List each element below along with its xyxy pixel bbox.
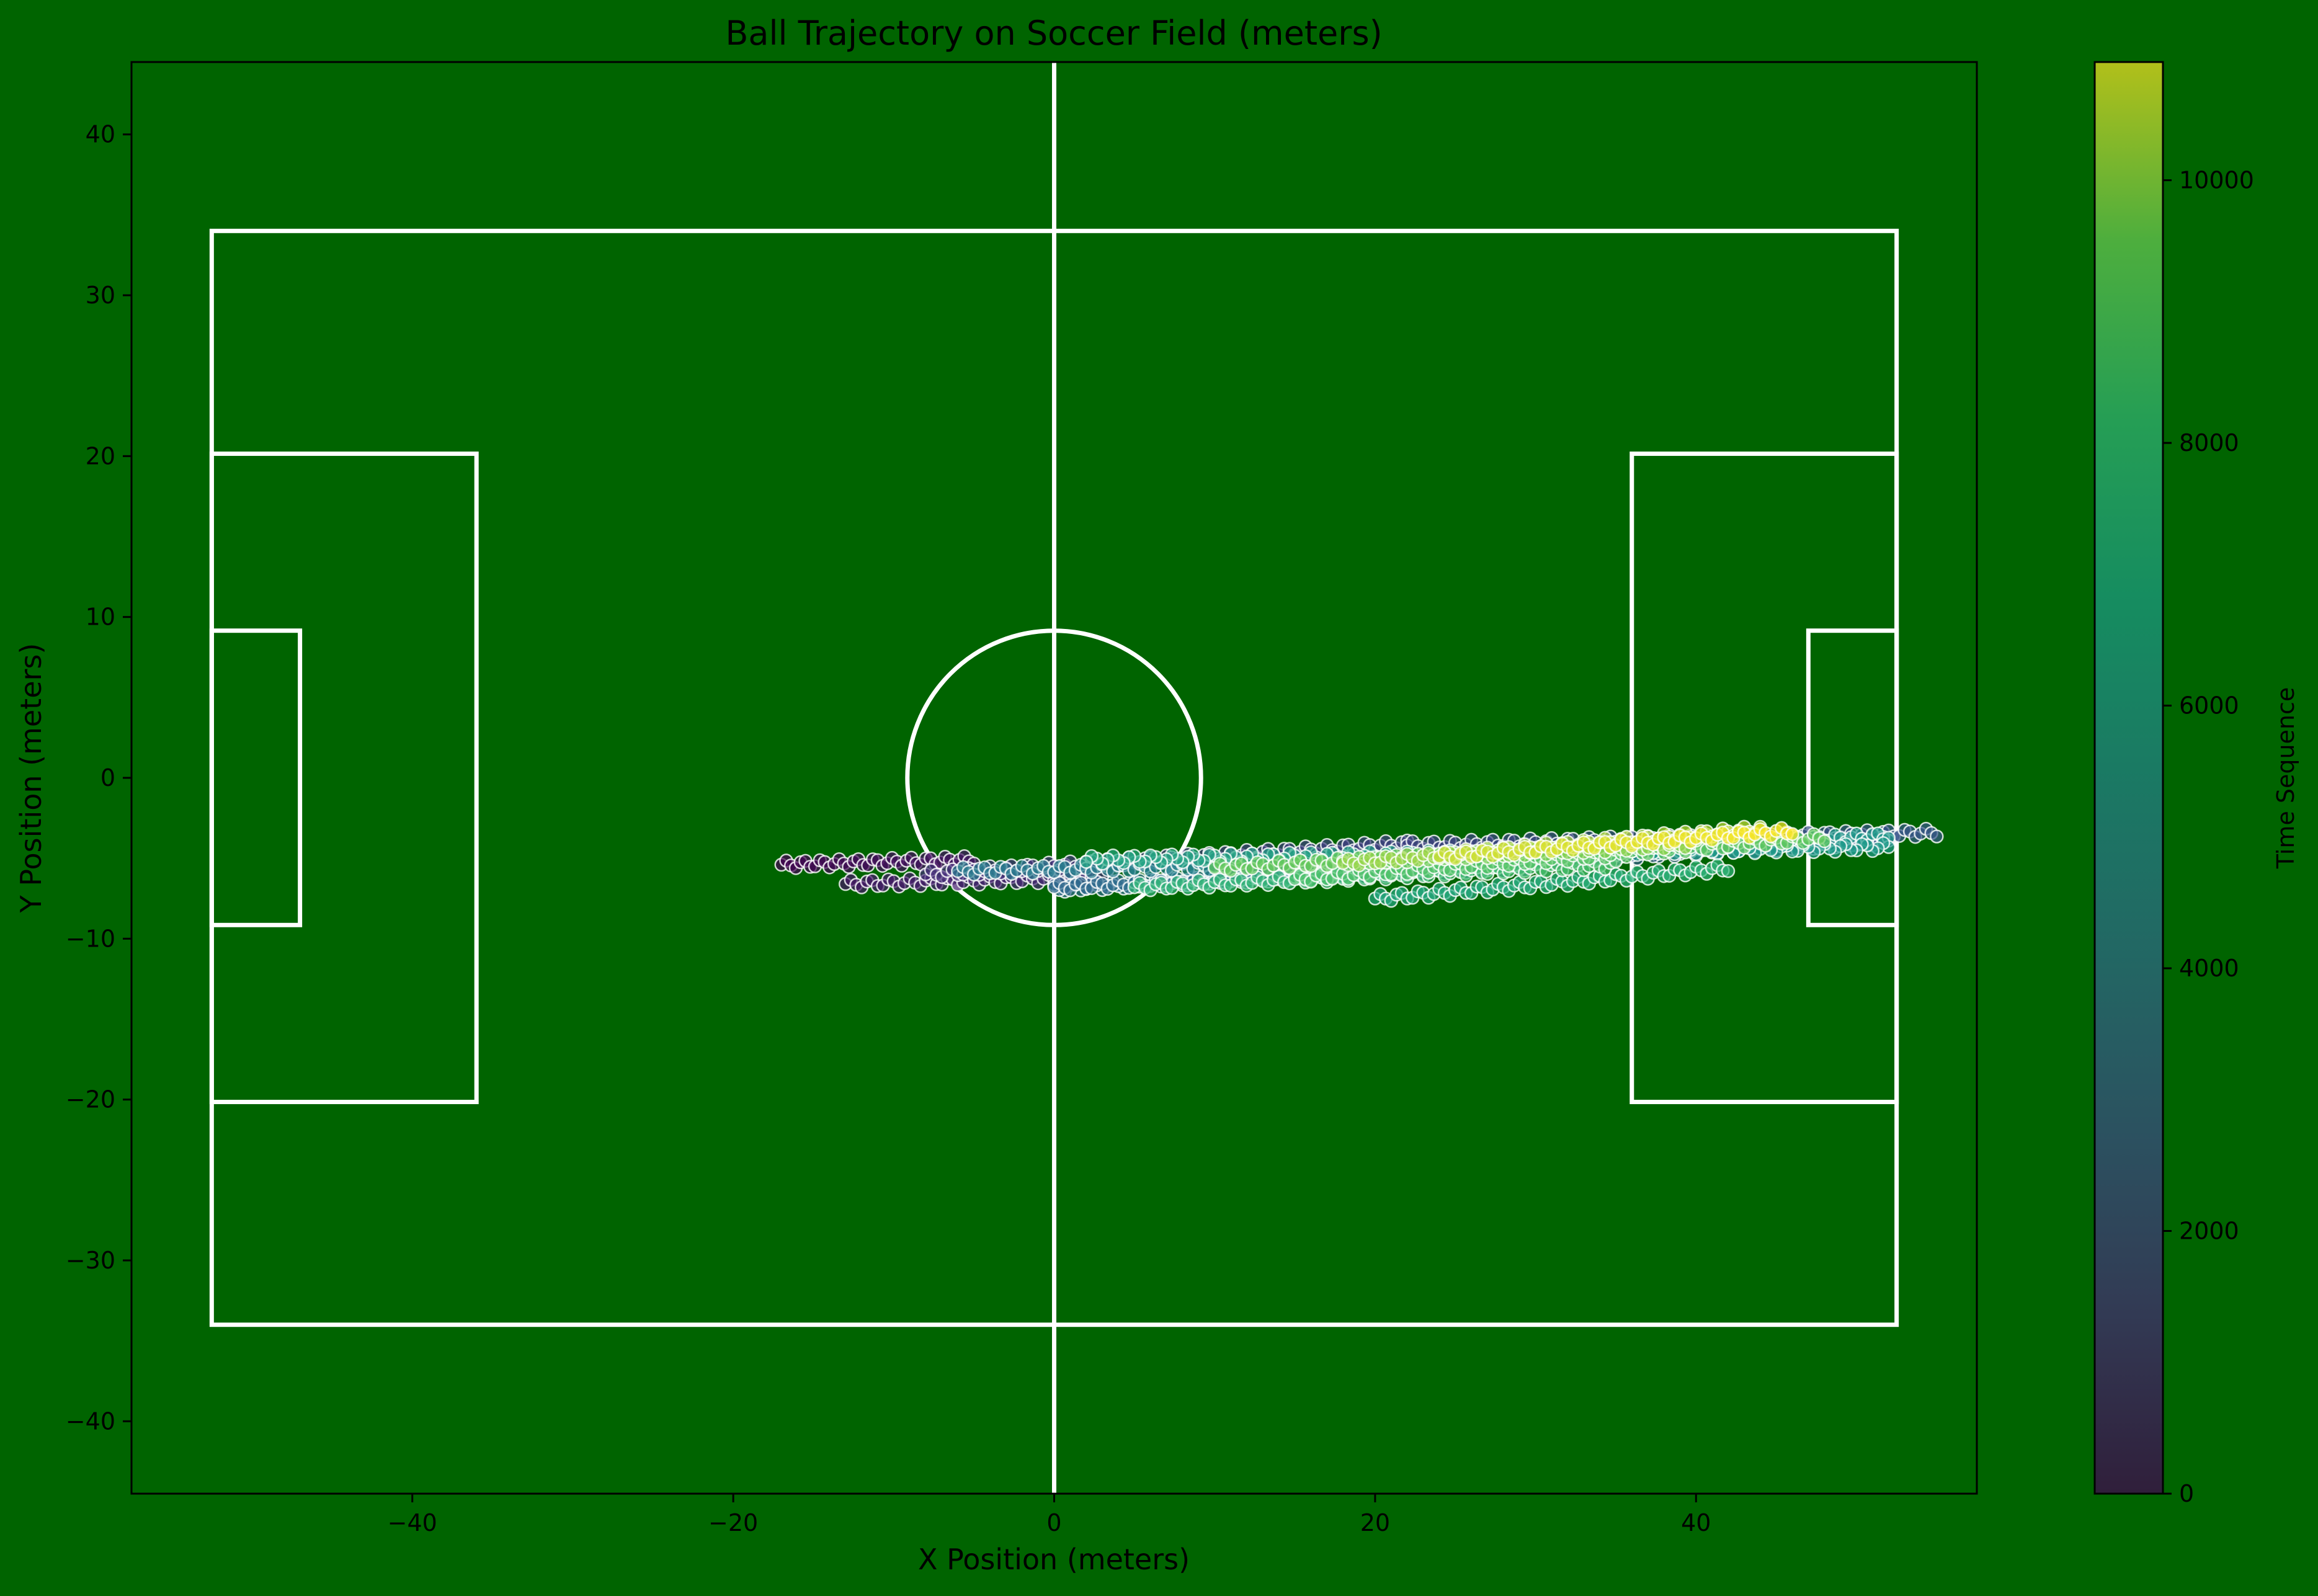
y-tick-label: −40 bbox=[66, 1407, 115, 1435]
x-tick-label: 0 bbox=[1046, 1509, 1061, 1536]
y-tick-label: 40 bbox=[86, 121, 115, 148]
colorbar-ticks: 0 2000 4000 6000 8000 10000 bbox=[2163, 167, 2254, 1507]
y-tick-label: 30 bbox=[86, 282, 115, 309]
colorbar-gradient bbox=[2095, 62, 2163, 1494]
y-tick-label: −30 bbox=[66, 1247, 115, 1274]
x-tick-label: −20 bbox=[708, 1509, 758, 1536]
center-circle bbox=[905, 628, 1203, 927]
colorbar-tick-label: 0 bbox=[2179, 1480, 2194, 1507]
y-tick-label: 10 bbox=[86, 604, 115, 631]
colorbar-tick-label: 4000 bbox=[2179, 955, 2239, 982]
y-tick-label: −20 bbox=[66, 1086, 115, 1113]
trajectory-point bbox=[1785, 827, 1799, 841]
x-tick-label: −40 bbox=[388, 1509, 437, 1536]
x-axis-label: X Position (meters) bbox=[918, 1543, 1190, 1576]
x-tick-label: 40 bbox=[1681, 1509, 1711, 1536]
y-axis-ticks: −40 −30 −20 −10 0 10 20 30 40 bbox=[66, 121, 132, 1435]
y-axis-label: Y Position (meters) bbox=[14, 643, 48, 914]
trajectory-points bbox=[774, 819, 1944, 908]
colorbar: 0 2000 4000 6000 8000 10000 Time Sequence bbox=[2093, 61, 2299, 1507]
left-goal-area bbox=[209, 628, 303, 927]
colorbar-tick-label: 8000 bbox=[2179, 429, 2239, 457]
colorbar-label: Time Sequence bbox=[2272, 687, 2299, 870]
trajectory-point bbox=[1079, 855, 1094, 869]
pitch-markings bbox=[209, 62, 1899, 1494]
trajectory-point bbox=[1817, 834, 1832, 849]
y-tick-label: −10 bbox=[66, 925, 115, 952]
y-tick-label: 20 bbox=[86, 442, 115, 470]
plot-area bbox=[130, 61, 1978, 1495]
right-goal-area bbox=[1806, 628, 1899, 927]
colorbar-tick-label: 2000 bbox=[2179, 1218, 2239, 1245]
colorbar-tick-label: 10000 bbox=[2179, 167, 2254, 194]
y-tick-label: 0 bbox=[100, 764, 115, 791]
trajectory-point bbox=[1930, 829, 1944, 844]
x-tick-label: 20 bbox=[1360, 1509, 1390, 1536]
chart-title: Ball Trajectory on Soccer Field (meters) bbox=[725, 14, 1382, 53]
x-axis-ticks: −40 −20 0 20 40 bbox=[388, 1494, 1711, 1536]
colorbar-frame bbox=[2093, 61, 2164, 1495]
trajectory-point bbox=[1721, 864, 1736, 878]
colorbar-tick-label: 6000 bbox=[2179, 692, 2239, 720]
